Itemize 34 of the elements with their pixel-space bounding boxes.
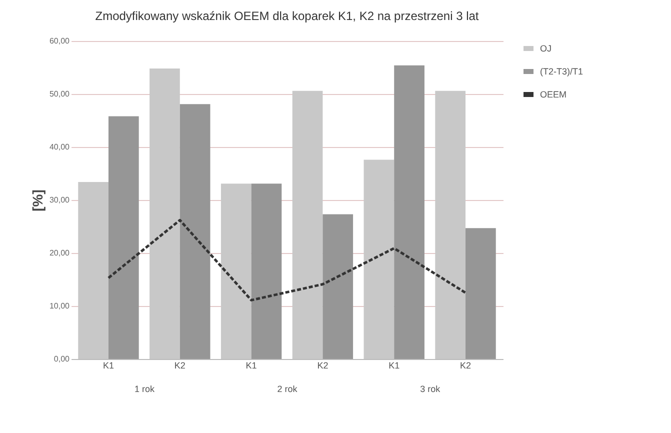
legend-label: OJ bbox=[540, 44, 552, 54]
legend-label: OEEM bbox=[540, 90, 567, 100]
y-tick-label: 50,00 bbox=[49, 90, 70, 98]
y-tick-label: 0,00 bbox=[54, 354, 70, 364]
x-tick-label: K2 bbox=[317, 360, 328, 370]
text: 1 rok bbox=[134, 384, 155, 394]
y-tick-label: 20,00 bbox=[49, 248, 70, 258]
bar bbox=[435, 90, 466, 359]
bar bbox=[108, 116, 139, 359]
x-tick-label: K2 bbox=[460, 360, 472, 370]
bar bbox=[364, 160, 394, 359]
bar bbox=[251, 184, 282, 359]
y-tick-label: 40,00 bbox=[49, 142, 70, 152]
text: 2 rok bbox=[277, 384, 298, 394]
bar bbox=[78, 182, 108, 359]
line-series bbox=[107, 218, 467, 302]
x-tick-label: K1 bbox=[102, 360, 114, 370]
text: 3 rok bbox=[420, 384, 441, 394]
bar bbox=[150, 68, 180, 359]
y-tick-label: 10,00 bbox=[49, 302, 70, 310]
bar bbox=[466, 228, 496, 359]
bar bbox=[180, 104, 210, 359]
y-axis-title: [%] bbox=[29, 190, 46, 212]
bar bbox=[394, 65, 424, 359]
chart-title: Zmodyfikowany wskaźnik OEEM dla koparek K1, K2 na przestrzeni 3 lat bbox=[95, 9, 480, 23]
bar bbox=[322, 214, 354, 359]
x-tick-label: K1 bbox=[388, 360, 400, 370]
legend-label: (T2-T3)/T1 bbox=[540, 66, 584, 76]
x-tick-label: K1 bbox=[246, 360, 257, 370]
y-tick-label: 30,00 bbox=[49, 196, 70, 204]
bar bbox=[220, 184, 252, 359]
y-tick-label: 60,00 bbox=[49, 36, 70, 46]
bar bbox=[292, 90, 323, 359]
x-tick-label: K2 bbox=[174, 360, 186, 370]
